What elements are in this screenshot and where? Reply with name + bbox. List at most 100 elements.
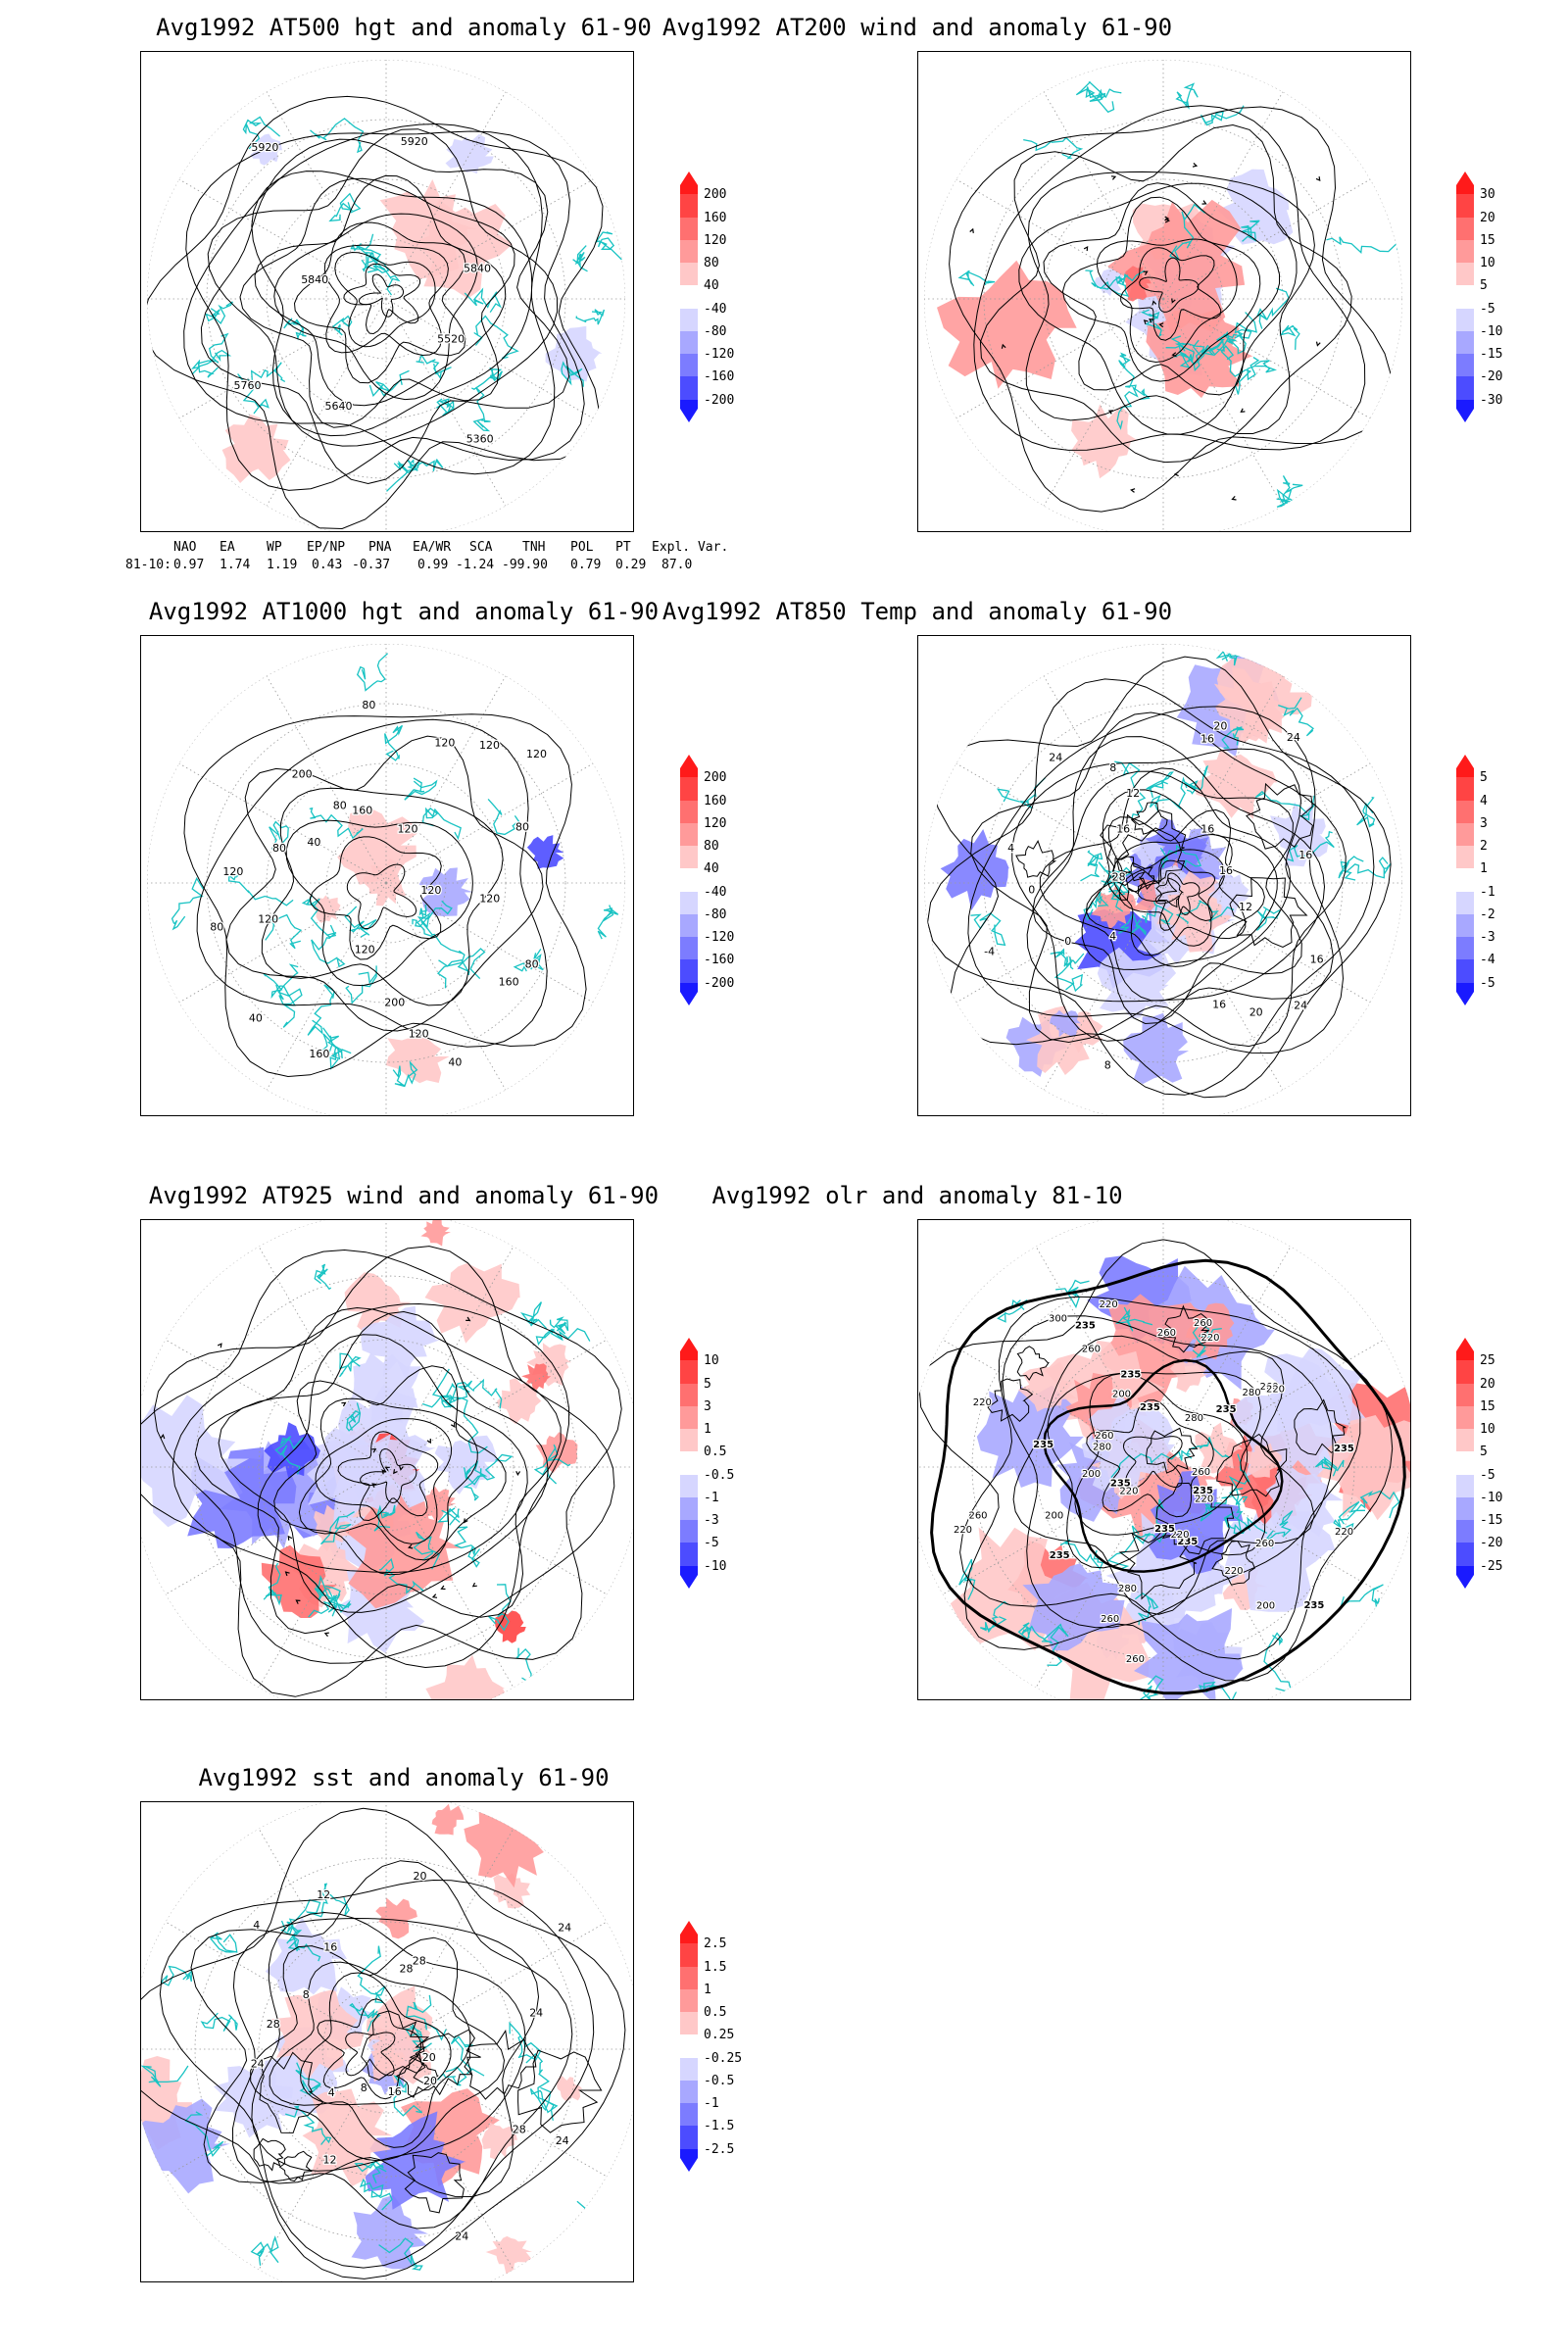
positive-anomaly-shading [1091, 885, 1136, 930]
latitude-circle [1035, 1339, 1292, 1595]
streamline-arrow-icon [431, 1593, 438, 1598]
colorbar-top-arrow-icon [680, 172, 698, 195]
latitude-circle [983, 119, 1344, 479]
positive-anomaly-shading [1195, 1422, 1243, 1474]
latitude-circle [325, 238, 447, 360]
streamline-arrow-icon [381, 1469, 387, 1475]
streamline-arrow-icon [466, 1316, 471, 1321]
colorbar-label: 5 [704, 1376, 711, 1392]
meridian-line [385, 91, 507, 300]
tele-header-ea: EA [220, 540, 235, 555]
meridian-line [1162, 1466, 1292, 1689]
contour-label: 8 [1109, 761, 1116, 774]
contour-label: 24 [1287, 731, 1300, 744]
colorbar-label: 10 [1480, 1422, 1495, 1438]
colorbar-swatch [1456, 308, 1474, 331]
meridian-line [178, 882, 387, 1004]
contour-label: 5840 [301, 273, 328, 286]
colorbar-label: -0.5 [704, 2073, 735, 2088]
contour-label: 260 [1259, 1382, 1278, 1393]
streamline-arrow-icon [1107, 410, 1114, 415]
streamline-arrow-icon [451, 1422, 456, 1428]
contour-label: 280 [1118, 1584, 1137, 1594]
map-olr-plot: 2352352202602202002352202602802352602352… [918, 1220, 1410, 1699]
meridian-line [178, 178, 387, 300]
contour-label: 220 [1119, 1486, 1138, 1496]
meridian-line [1162, 178, 1371, 300]
colorbar-label: -1 [1480, 884, 1495, 900]
colorbar-label: -0.5 [704, 1467, 735, 1483]
contour-label: 80 [362, 699, 375, 711]
positive-anomaly-shading [431, 1803, 465, 1836]
contour-label: 24 [455, 2230, 468, 2243]
colorbar-olr: 25 20 15 10 5 -5 -10 -15 -20 -25 [1456, 1338, 1525, 1602]
colorbar-label: 160 [704, 793, 727, 808]
colorbar-bottom-arrow-icon [1456, 1565, 1474, 1590]
positive-anomaly-shading [424, 1262, 520, 1344]
colorbar-label: -40 [704, 884, 727, 900]
map-layers [147, 644, 625, 1115]
contour-label: 160 [352, 805, 372, 817]
map-850temp: 16 12 24 20 16 8 4 0 -4 0 4 28 24 16 8 12 20 16 24 16 16 16 [917, 635, 1411, 1116]
contour-label: 260 [968, 1511, 987, 1522]
colorbar-bottom-arrow-icon [1456, 982, 1474, 1006]
contour-label: 24 [558, 1922, 571, 1935]
colorbar-label: 160 [704, 210, 727, 225]
streamline-arrow-icon [1192, 163, 1199, 168]
colorbar-label: -25 [1480, 1558, 1503, 1574]
colorbar-top-arrow-icon [680, 1921, 698, 1944]
colorbar-label: -200 [704, 392, 735, 408]
tele-value-pt: 0.29 [615, 558, 647, 572]
latitude-circle [258, 1921, 514, 2178]
meridian-line [1162, 1246, 1292, 1468]
colorbar-swatch [1456, 777, 1474, 801]
streamline-arrow-icon [399, 1465, 404, 1471]
colorbar-bottom-arrow-icon [680, 2148, 698, 2173]
colorbar-top-arrow-icon [1456, 172, 1474, 195]
contour-lines [147, 95, 604, 530]
tele-value-sca: -1.24 [456, 558, 495, 572]
map-500hgt-plot: 5520 5360 5640 5760 5840 5920 5920 5840 [147, 60, 625, 531]
contour-label: 80 [333, 800, 347, 812]
colorbar-swatch [680, 194, 698, 218]
colorbar-label: -1 [704, 2096, 719, 2112]
colorbar-bottom-arrow-icon [1456, 399, 1474, 423]
tele-value-epnp: 0.43 [312, 558, 343, 572]
colorbar-swatch [680, 1360, 698, 1384]
colorbar-label: -1 [704, 1490, 719, 1505]
contour-label: 235 [1303, 1600, 1324, 1611]
colorbar-label: 40 [704, 861, 719, 877]
colorbar-swatch [680, 868, 698, 892]
colorbar-top-arrow-icon [1456, 1338, 1474, 1361]
streamline-arrow-icon [217, 1343, 222, 1348]
streamline-arrow-icon [1130, 488, 1136, 493]
colorbar-swatch [1456, 913, 1474, 938]
contour-label: 235 [1110, 1478, 1131, 1489]
colorbar-swatch [680, 2057, 698, 2081]
latitude-circle [1102, 238, 1224, 360]
contour-label: 20 [414, 1870, 427, 1883]
meridian-line [258, 2048, 387, 2271]
colorbar-label: 2.5 [704, 1936, 727, 1952]
tele-header-pna: PNA [368, 540, 392, 555]
coastlines [958, 1279, 1400, 1699]
contour-label: 16 [323, 1941, 337, 1954]
colorbar-label: 120 [704, 815, 727, 831]
contour-label: 8 [361, 2082, 368, 2094]
colorbar-swatch [680, 2103, 698, 2127]
tele-header-explvar: Expl. Var. [652, 540, 729, 555]
colorbar-label: -5 [1480, 975, 1495, 991]
tele-value-ea: 1.74 [220, 558, 251, 572]
latitude-circle [325, 822, 447, 944]
colorbar-label: -40 [704, 301, 727, 317]
panel-title-500hgt: Avg1992 AT500 hgt and anomaly 61-90 [156, 14, 652, 41]
contour-label: 80 [272, 842, 286, 855]
colorbar-label: -5 [704, 1536, 719, 1551]
colorbar-swatch [1456, 959, 1474, 983]
colorbar-label: 5 [1480, 770, 1488, 786]
contour-label: 120 [398, 823, 418, 836]
contour-label: 200 [1045, 1511, 1063, 1522]
map-layers [147, 60, 625, 531]
colorbar-label: 10 [704, 1353, 719, 1369]
contour-label: 220 [1195, 1494, 1213, 1504]
